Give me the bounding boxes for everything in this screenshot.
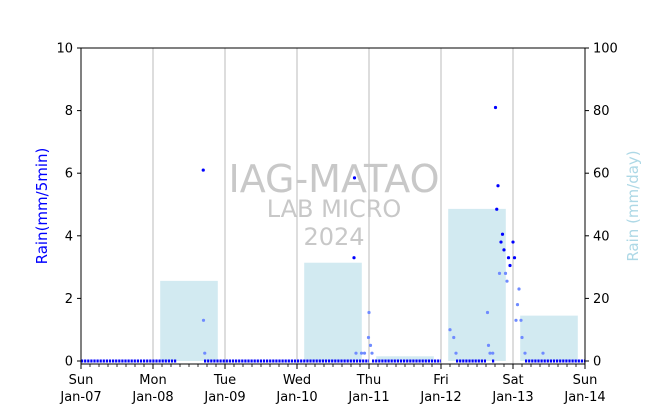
rain-point-1 bbox=[201, 318, 206, 322]
left-tick-label-6: 6 bbox=[65, 167, 73, 182]
daily-bar-Jan-08 bbox=[160, 280, 218, 361]
x-tick-date-1: Jan-08 bbox=[131, 390, 173, 405]
daily-bar-Jan-10 bbox=[304, 262, 362, 361]
left-tick-label-10: 10 bbox=[56, 42, 73, 57]
right-tick-label-60: 60 bbox=[593, 167, 610, 182]
rain-points-layer bbox=[201, 105, 545, 355]
rain-point-18 bbox=[491, 351, 495, 355]
rain-point-8 bbox=[367, 310, 371, 315]
rain-point-35 bbox=[519, 318, 523, 322]
x-tick-day-3: Wed bbox=[283, 373, 311, 388]
rain-point-12 bbox=[448, 328, 452, 332]
x-tick-day-0: Sun bbox=[69, 373, 94, 388]
right-tick-label-40: 40 bbox=[593, 229, 610, 244]
x-tick-day-6: Sat bbox=[502, 373, 523, 388]
rain-point-3 bbox=[352, 256, 356, 260]
rain-point-7 bbox=[362, 351, 367, 355]
rain-point-36 bbox=[520, 335, 524, 340]
left-tick-label-8: 8 bbox=[65, 104, 73, 119]
rain-point-37 bbox=[523, 351, 527, 355]
rain-point-17 bbox=[488, 351, 492, 355]
rain-point-30 bbox=[511, 240, 515, 244]
rain-point-20 bbox=[495, 207, 499, 211]
right-axis-label: Rain (mm/day) bbox=[624, 150, 642, 261]
rain-point-5 bbox=[354, 351, 358, 355]
rain-point-16 bbox=[486, 343, 491, 347]
rain-point-11 bbox=[370, 351, 374, 355]
rain-point-6 bbox=[359, 351, 364, 355]
left-tick-label-4: 4 bbox=[65, 229, 73, 244]
rain-point-9 bbox=[366, 335, 371, 340]
rain-point-2 bbox=[203, 351, 207, 355]
rain-point-0 bbox=[201, 168, 205, 172]
rain-point-19 bbox=[493, 105, 498, 110]
rain-point-26 bbox=[503, 271, 508, 275]
right-tick-label-80: 80 bbox=[593, 104, 610, 119]
rain-point-14 bbox=[454, 351, 458, 355]
x-tick-date-7: Jan-14 bbox=[563, 390, 605, 405]
rain-point-32 bbox=[514, 318, 518, 322]
x-tick-date-5: Jan-12 bbox=[419, 390, 461, 405]
x-tick-day-1: Mon bbox=[139, 373, 166, 388]
rain-point-10 bbox=[368, 343, 373, 347]
x-tick-date-4: Jan-11 bbox=[347, 390, 389, 405]
x-tick-date-0: Jan-07 bbox=[59, 390, 101, 405]
left-tick-label-2: 2 bbox=[65, 292, 73, 307]
x-tick-day-5: Fri bbox=[433, 373, 449, 388]
rain-point-28 bbox=[506, 256, 511, 260]
rain-point-38 bbox=[541, 351, 545, 355]
rain-point-15 bbox=[485, 310, 490, 315]
rain-point-29 bbox=[508, 263, 512, 268]
rain-point-34 bbox=[517, 287, 521, 291]
rain-point-4 bbox=[352, 176, 357, 180]
x-tick-day-2: Tue bbox=[213, 373, 236, 388]
right-tick-label-0: 0 bbox=[593, 355, 601, 370]
rain-point-25 bbox=[502, 248, 506, 252]
rain-point-23 bbox=[499, 240, 503, 244]
rain-point-33 bbox=[515, 303, 520, 307]
x-tick-date-6: Jan-13 bbox=[491, 390, 533, 405]
watermark: IAG-MATAO LAB MICRO 2024 bbox=[228, 157, 439, 251]
x-tick-day-7: Sun bbox=[573, 373, 598, 388]
daily-bar-Jan-12 bbox=[448, 208, 506, 361]
daily-bars-layer bbox=[160, 208, 578, 361]
x-tick-date-3: Jan-10 bbox=[275, 390, 317, 405]
rain-point-31 bbox=[512, 256, 517, 260]
rain-point-24 bbox=[500, 232, 505, 236]
x-tick-day-4: Thu bbox=[356, 373, 381, 388]
daily-bar-Jan-11 bbox=[376, 356, 434, 361]
right-tick-label-20: 20 bbox=[593, 292, 610, 307]
rain-point-22 bbox=[497, 271, 502, 275]
left-tick-label-0: 0 bbox=[65, 355, 73, 370]
rain-point-21 bbox=[496, 184, 500, 188]
left-axis-label: Rain(mm/5min) bbox=[33, 148, 51, 265]
axes-layer: 0246810020406080100SunJan-07MonJan-08Tue… bbox=[56, 42, 617, 406]
grid-layer bbox=[152, 48, 514, 364]
rain-point-13 bbox=[452, 335, 456, 340]
watermark-year: 2024 bbox=[303, 223, 364, 251]
daily-bar-Jan-13 bbox=[520, 315, 578, 361]
right-tick-label-100: 100 bbox=[593, 42, 618, 57]
rain-point-27 bbox=[505, 279, 509, 283]
watermark-title: IAG-MATAO bbox=[228, 157, 439, 201]
watermark-subtitle: LAB MICRO bbox=[267, 195, 402, 223]
x-tick-date-2: Jan-09 bbox=[203, 390, 245, 405]
